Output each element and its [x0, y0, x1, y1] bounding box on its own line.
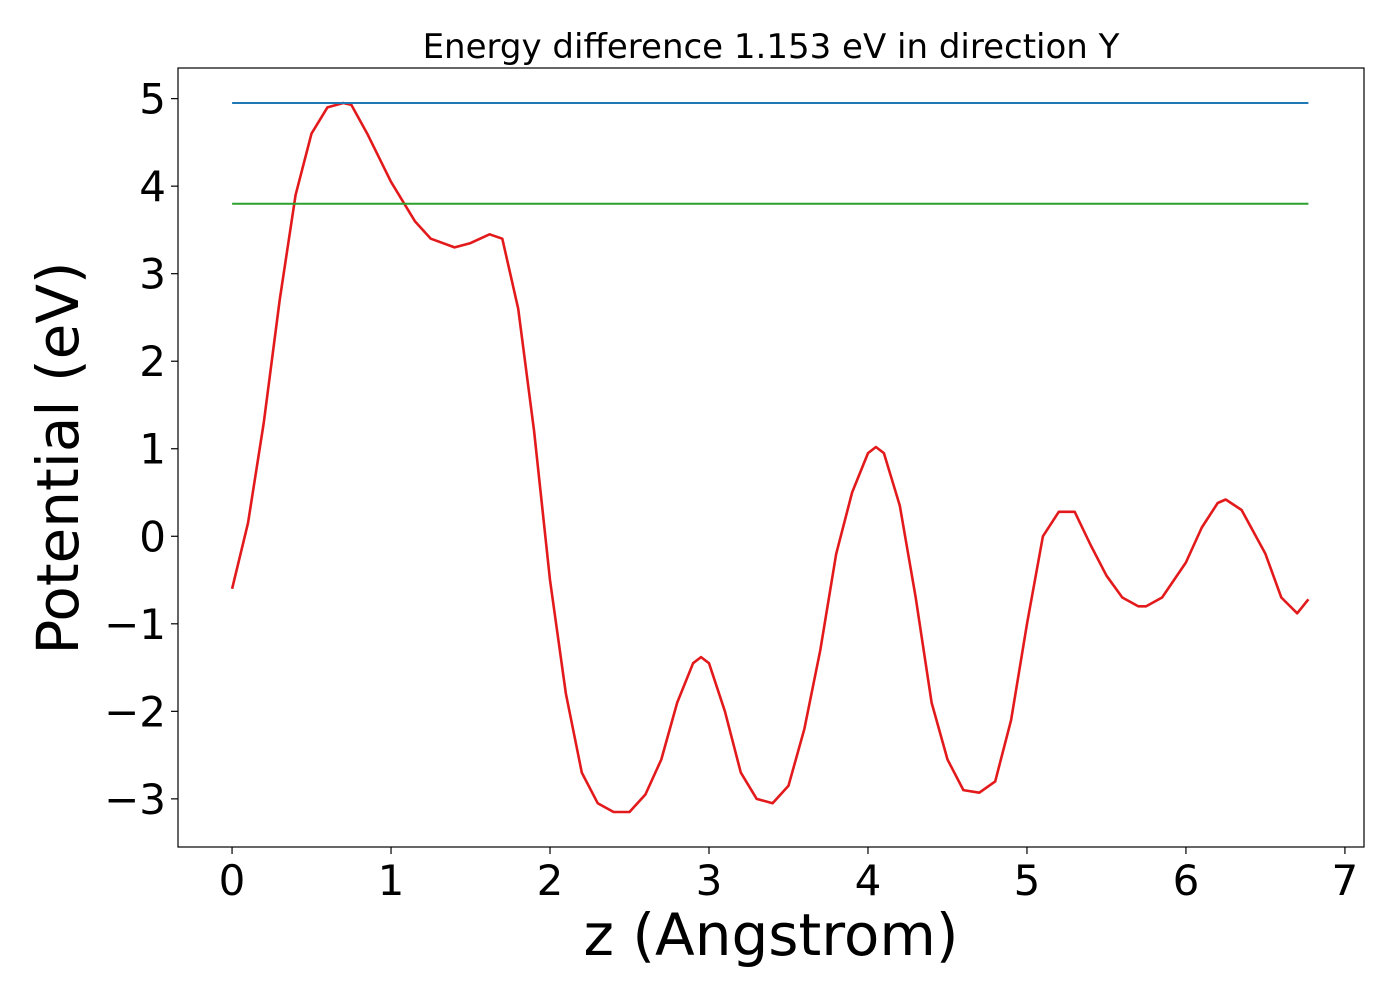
x-tick-label: 0	[219, 856, 246, 905]
plot-area-frame	[177, 67, 1365, 848]
y-tick-label: −1	[104, 600, 166, 649]
x-tick-label: 3	[696, 856, 723, 905]
x-axis-title: z (Angstrom)	[584, 901, 959, 969]
y-tick-label: 4	[139, 162, 166, 211]
series-layer	[230, 101, 1310, 814]
potential-curve	[230, 101, 1310, 814]
x-tick-label: 1	[378, 856, 405, 905]
y-tick-label: 2	[139, 337, 166, 386]
x-axis-ticks: 0 1 2 3 4 5 6 7	[219, 847, 1359, 905]
y-tick-label: 5	[139, 75, 166, 124]
y-tick-label: 0	[139, 512, 166, 561]
y-tick-label: −3	[104, 775, 166, 824]
x-tick-label: 7	[1332, 856, 1359, 905]
y-tick-label: −2	[104, 687, 166, 736]
x-tick-label: 4	[855, 856, 882, 905]
y-tick-label: 3	[139, 250, 166, 299]
y-axis-title: Potential (eV)	[24, 261, 92, 654]
chart-title: Energy difference 1.153 eV in direction …	[423, 27, 1120, 67]
y-tick-label: 1	[139, 425, 166, 474]
x-tick-label: 6	[1173, 856, 1200, 905]
x-tick-label: 5	[1014, 856, 1041, 905]
y-axis-ticks: −3 −2 −1 0 1 2 3 4 5	[104, 75, 178, 824]
x-tick-label: 2	[537, 856, 564, 905]
